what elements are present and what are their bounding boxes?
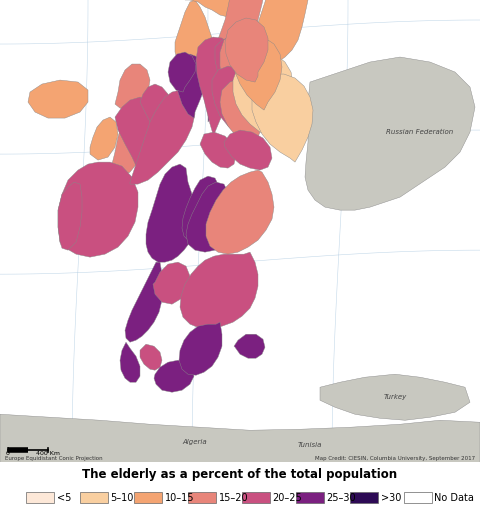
Polygon shape bbox=[200, 47, 232, 122]
Polygon shape bbox=[234, 334, 265, 358]
Bar bbox=[188, 492, 216, 503]
Polygon shape bbox=[146, 164, 196, 262]
Text: 400 Km: 400 Km bbox=[36, 451, 60, 456]
Text: Turkey: Turkey bbox=[384, 394, 407, 400]
Polygon shape bbox=[115, 64, 150, 110]
Text: 5–10: 5–10 bbox=[110, 493, 134, 502]
Polygon shape bbox=[186, 182, 240, 252]
Polygon shape bbox=[140, 344, 162, 370]
Bar bbox=[134, 492, 162, 503]
Text: 10–15: 10–15 bbox=[165, 493, 194, 502]
Text: The elderly as a percent of the total population: The elderly as a percent of the total po… bbox=[83, 468, 397, 481]
Polygon shape bbox=[206, 170, 274, 254]
Polygon shape bbox=[180, 252, 258, 328]
Bar bbox=[242, 492, 270, 503]
Polygon shape bbox=[320, 374, 470, 420]
Polygon shape bbox=[220, 32, 266, 122]
Polygon shape bbox=[58, 182, 82, 250]
Polygon shape bbox=[58, 162, 138, 257]
Polygon shape bbox=[252, 74, 313, 162]
Bar bbox=[26, 492, 54, 503]
Bar bbox=[80, 492, 108, 503]
Polygon shape bbox=[255, 0, 312, 64]
Polygon shape bbox=[196, 37, 236, 134]
Polygon shape bbox=[220, 78, 266, 144]
Polygon shape bbox=[175, 54, 208, 118]
Polygon shape bbox=[234, 36, 282, 110]
Polygon shape bbox=[215, 37, 254, 122]
Polygon shape bbox=[215, 0, 268, 67]
Polygon shape bbox=[185, 0, 242, 17]
Polygon shape bbox=[153, 262, 190, 304]
Polygon shape bbox=[90, 117, 118, 160]
Polygon shape bbox=[200, 132, 236, 168]
Polygon shape bbox=[120, 342, 140, 382]
Text: 20–25: 20–25 bbox=[273, 493, 302, 502]
Polygon shape bbox=[28, 80, 88, 118]
Bar bbox=[350, 492, 378, 503]
Polygon shape bbox=[179, 322, 222, 375]
Polygon shape bbox=[195, 62, 216, 88]
Polygon shape bbox=[305, 57, 475, 210]
Polygon shape bbox=[125, 262, 163, 342]
Polygon shape bbox=[212, 66, 254, 134]
Polygon shape bbox=[115, 97, 162, 177]
Polygon shape bbox=[154, 360, 194, 392]
Polygon shape bbox=[112, 104, 152, 177]
Polygon shape bbox=[182, 176, 228, 244]
Text: 0: 0 bbox=[6, 451, 10, 456]
Text: 25–30: 25–30 bbox=[326, 493, 356, 502]
Text: Algeria: Algeria bbox=[183, 439, 207, 446]
Text: 15–20: 15–20 bbox=[218, 493, 248, 502]
Text: No Data: No Data bbox=[434, 493, 474, 502]
Bar bbox=[404, 492, 432, 503]
Text: Europe Equidistant Conic Projection: Europe Equidistant Conic Projection bbox=[5, 456, 103, 461]
Polygon shape bbox=[224, 130, 272, 170]
Text: Map Credit: CIESIN, Columbia University, September 2017: Map Credit: CIESIN, Columbia University,… bbox=[315, 456, 475, 461]
Polygon shape bbox=[140, 84, 170, 142]
Polygon shape bbox=[168, 52, 196, 92]
Polygon shape bbox=[233, 52, 293, 136]
Polygon shape bbox=[175, 0, 215, 74]
Text: Tunisia: Tunisia bbox=[298, 442, 322, 448]
Bar bbox=[296, 492, 324, 503]
Text: Russian Federation: Russian Federation bbox=[386, 129, 454, 135]
Polygon shape bbox=[225, 18, 268, 82]
Polygon shape bbox=[0, 414, 480, 462]
Text: >30: >30 bbox=[381, 493, 401, 502]
Polygon shape bbox=[130, 90, 195, 184]
Text: <5: <5 bbox=[57, 493, 71, 502]
